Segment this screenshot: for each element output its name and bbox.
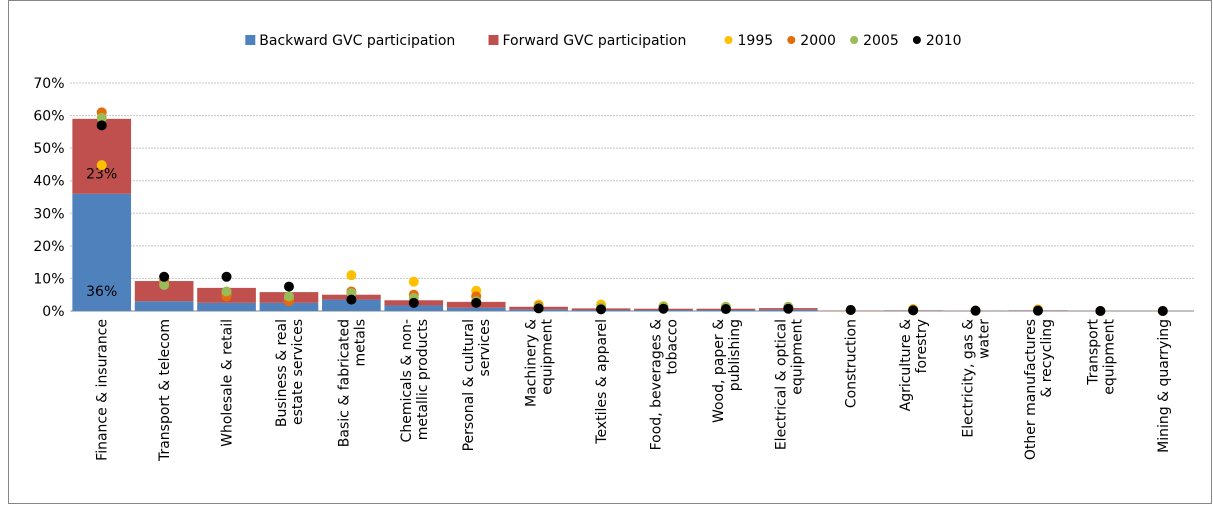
x-tick-label: Wood, paper &publishing xyxy=(711,319,743,423)
x-tick-label: Finance & insurance xyxy=(95,319,111,461)
dot xyxy=(408,276,419,287)
bar-segment xyxy=(72,193,132,311)
bar-segment xyxy=(134,301,194,311)
x-tick-label: Other manufactures& recycling xyxy=(1023,319,1055,460)
x-tick-label: Wholesale & retail xyxy=(220,319,236,447)
dot xyxy=(596,304,607,315)
dot xyxy=(346,270,357,281)
dot xyxy=(658,303,669,314)
x-tick-label: Agriculture &forestry xyxy=(898,319,930,411)
x-tick-label: Transport & telecom xyxy=(157,319,173,462)
dot xyxy=(159,271,170,282)
dot xyxy=(408,297,419,308)
y-tick-label: 20% xyxy=(33,239,64,255)
bar-segment xyxy=(134,281,194,302)
dot xyxy=(720,304,731,315)
legend-label: 2010 xyxy=(926,33,962,49)
x-tick-label: Textiles & apparel xyxy=(594,319,610,445)
y-tick-label: 60% xyxy=(33,109,64,125)
dot xyxy=(1095,306,1106,316)
dot xyxy=(96,160,107,171)
dot xyxy=(1032,305,1043,316)
y-tick-label: 50% xyxy=(33,141,64,157)
legend-swatch xyxy=(488,35,499,45)
dot xyxy=(283,281,294,292)
dot xyxy=(970,305,981,316)
legend-label: 2000 xyxy=(800,33,836,49)
bar-segment xyxy=(384,305,444,311)
y-tick-label: 70% xyxy=(33,76,64,92)
y-tick-label: 40% xyxy=(33,174,64,190)
dot xyxy=(533,303,544,314)
x-tick-label: Mining & quarrying xyxy=(1156,319,1172,453)
dot xyxy=(471,297,482,308)
x-tick-label: Personal & culturalservices xyxy=(461,319,493,451)
x-tick-label: Chemicals & non-metallic products xyxy=(399,319,431,442)
dot xyxy=(221,271,232,282)
dot xyxy=(346,294,357,305)
dot xyxy=(96,112,107,123)
dot xyxy=(783,303,794,314)
legend-swatch xyxy=(850,36,859,44)
legend-swatch xyxy=(912,36,921,44)
x-tick-label: Electricity, gas &water xyxy=(961,319,993,438)
legend-label: Forward GVC participation xyxy=(503,33,687,49)
bar-segment xyxy=(322,299,381,311)
x-tick-label: Transportequipment xyxy=(1085,318,1117,394)
y-tick-label: 10% xyxy=(33,271,64,287)
dot xyxy=(283,291,294,302)
dot xyxy=(845,305,856,316)
y-tick-label: 0% xyxy=(42,304,64,320)
dot xyxy=(96,120,107,131)
dot xyxy=(221,286,232,297)
legend-swatch xyxy=(245,35,256,45)
y-tick-label: 30% xyxy=(33,206,64,222)
x-tick-label: Construction xyxy=(844,319,860,408)
data-label: 23% xyxy=(86,167,117,183)
legend-label: 1995 xyxy=(738,33,774,49)
bar-segment xyxy=(72,118,132,194)
bar-segment xyxy=(446,307,506,311)
legend-swatch xyxy=(724,36,733,44)
x-tick-label: Food, beverages &tobacco xyxy=(648,319,680,450)
dot xyxy=(1157,306,1168,316)
x-tick-label: Electrical & opticalequipment xyxy=(773,318,805,450)
bar-segment xyxy=(197,302,256,311)
chart-frame xyxy=(8,0,1212,504)
data-label: 36% xyxy=(86,284,117,300)
legend-label: 2005 xyxy=(863,33,899,49)
x-tick-label: Basic & fabricatedmetals xyxy=(336,319,368,447)
dot xyxy=(908,305,919,316)
x-tick-label: Machinery &equipment xyxy=(524,318,556,407)
legend-label: Backward GVC participation xyxy=(259,33,455,49)
bar-segment xyxy=(259,302,319,311)
legend-swatch xyxy=(787,36,796,44)
x-tick-label: Business & realestate services xyxy=(274,319,306,427)
dot xyxy=(159,279,170,290)
